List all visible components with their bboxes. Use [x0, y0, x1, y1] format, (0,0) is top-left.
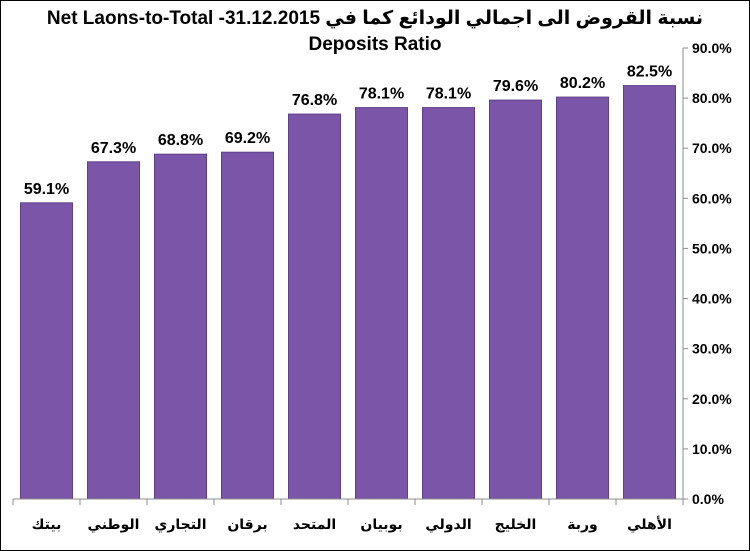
bar — [623, 85, 676, 500]
category-label: بيتك — [32, 517, 62, 533]
chart-title: نسبة القروض الى اجمالي الودائع كما في 31… — [0, 6, 750, 58]
bars-group — [20, 85, 676, 500]
bar-value-label: 76.8% — [292, 92, 337, 109]
bar-value-label: 59.1% — [24, 181, 69, 198]
bar-value-label: 69.2% — [225, 130, 270, 147]
bar-value-label: 67.3% — [91, 140, 136, 157]
y-tick-label: 50.0% — [692, 240, 732, 256]
y-tick-label: 0.0% — [692, 491, 724, 507]
bar-value-label: 68.8% — [158, 132, 203, 149]
category-label: برقان — [227, 517, 267, 533]
chart-title-line1: نسبة القروض الى اجمالي الودائع كما في 31… — [46, 8, 704, 29]
category-label: الدولي — [425, 517, 471, 533]
bar — [422, 107, 475, 500]
category-label: الخليج — [495, 517, 537, 533]
bar — [221, 151, 274, 500]
category-label: بوبيان — [360, 517, 402, 533]
chart-title-line2: Deposits Ratio — [308, 34, 442, 55]
labels-group: 59.1% بيتك 67.3% الوطني 68.8% التجاري 69.2% برق… — [24, 40, 732, 534]
y-tick-label: 30.0% — [692, 341, 732, 357]
bar-value-label: 80.2% — [560, 75, 605, 92]
bar — [355, 107, 408, 500]
bar-value-label: 78.1% — [426, 86, 471, 103]
y-tick-label: 60.0% — [692, 190, 732, 206]
category-label: وربة — [567, 517, 598, 533]
category-label: الوطني — [88, 517, 140, 533]
bar — [556, 96, 609, 500]
category-label: التجاري — [154, 517, 206, 534]
y-tick-label: 80.0% — [692, 90, 732, 106]
y-axis — [12, 47, 688, 505]
bar-value-label: 78.1% — [359, 86, 404, 103]
y-tick-label: 10.0% — [692, 441, 732, 457]
bar — [489, 99, 542, 500]
y-tick-label: 20.0% — [692, 391, 732, 407]
bar — [288, 113, 341, 500]
bar — [87, 161, 140, 500]
category-label: المتحد — [293, 517, 336, 533]
y-tick-label: 40.0% — [692, 291, 732, 307]
bar-value-label: 82.5% — [627, 64, 672, 81]
bar-value-label: 79.6% — [493, 78, 538, 95]
category-label: الأهلي — [627, 516, 672, 533]
y-tick-label: 70.0% — [692, 140, 732, 156]
bar — [20, 202, 73, 500]
y-tick-label: 90.0% — [692, 40, 732, 56]
bar — [154, 153, 207, 500]
